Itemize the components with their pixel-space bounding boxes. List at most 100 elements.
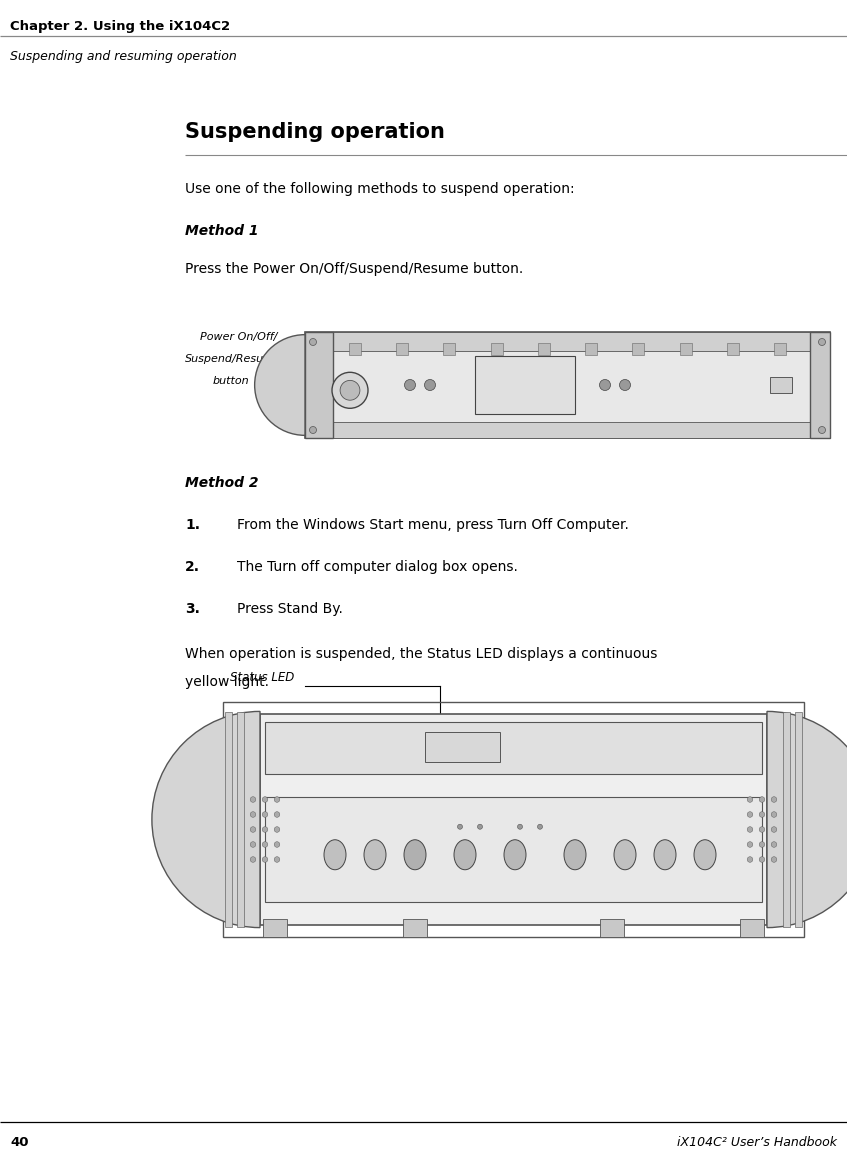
Wedge shape — [255, 335, 305, 435]
Circle shape — [747, 826, 753, 832]
Circle shape — [759, 856, 765, 862]
Text: Use one of the following methods to suspend operation:: Use one of the following methods to susp… — [185, 182, 574, 196]
Circle shape — [263, 826, 268, 832]
Text: Press Stand By.: Press Stand By. — [237, 602, 343, 616]
Text: The Turn off computer dialog box opens.: The Turn off computer dialog box opens. — [237, 560, 518, 574]
Circle shape — [478, 824, 483, 830]
Circle shape — [263, 856, 268, 862]
Bar — [305, 332, 333, 439]
Circle shape — [263, 841, 268, 847]
Text: iX104C² User’s Handbook: iX104C² User’s Handbook — [677, 1136, 837, 1149]
Bar — [475, 355, 575, 414]
Bar — [305, 422, 830, 439]
Bar — [600, 919, 624, 937]
Circle shape — [250, 811, 256, 817]
Circle shape — [309, 427, 317, 434]
Text: Power On/Off/: Power On/Off/ — [200, 332, 277, 342]
Circle shape — [250, 796, 256, 802]
Bar — [444, 343, 456, 355]
Text: Suspend/Resume: Suspend/Resume — [185, 354, 282, 364]
Circle shape — [405, 380, 416, 390]
Bar — [237, 712, 244, 927]
Bar — [349, 343, 361, 355]
Bar — [263, 919, 287, 937]
Ellipse shape — [404, 840, 426, 870]
Circle shape — [274, 811, 280, 817]
Ellipse shape — [614, 840, 636, 870]
Circle shape — [274, 796, 280, 802]
Circle shape — [747, 796, 753, 802]
Circle shape — [424, 380, 435, 390]
Bar — [305, 332, 830, 439]
Circle shape — [772, 811, 777, 817]
Circle shape — [457, 824, 462, 830]
Circle shape — [250, 841, 256, 847]
Text: Suspending operation: Suspending operation — [185, 122, 445, 142]
Bar — [538, 343, 550, 355]
Bar — [490, 343, 502, 355]
Bar — [425, 732, 500, 762]
Bar — [633, 343, 645, 355]
Circle shape — [772, 796, 777, 802]
Text: Chapter 2. Using the iX104C2: Chapter 2. Using the iX104C2 — [10, 20, 230, 33]
Bar — [795, 712, 802, 927]
Text: Status LED: Status LED — [230, 670, 294, 684]
Text: Press the Power On/Off/Suspend/Resume button.: Press the Power On/Off/Suspend/Resume bu… — [185, 262, 523, 276]
Ellipse shape — [654, 840, 676, 870]
Bar — [774, 343, 786, 355]
Text: 1.: 1. — [185, 518, 200, 532]
Circle shape — [274, 856, 280, 862]
Circle shape — [263, 796, 268, 802]
Bar — [740, 919, 764, 937]
Circle shape — [772, 826, 777, 832]
Text: Method 2: Method 2 — [185, 475, 258, 490]
Wedge shape — [152, 711, 260, 928]
Text: From the Windows Start menu, press Turn Off Computer.: From the Windows Start menu, press Turn … — [237, 518, 628, 532]
Text: Suspending and resuming operation: Suspending and resuming operation — [10, 50, 237, 63]
Text: 2.: 2. — [185, 560, 200, 574]
Circle shape — [759, 841, 765, 847]
Circle shape — [759, 796, 765, 802]
Circle shape — [340, 381, 360, 400]
Ellipse shape — [364, 840, 386, 870]
Wedge shape — [767, 711, 847, 928]
Circle shape — [818, 338, 826, 345]
Ellipse shape — [694, 840, 716, 870]
Bar — [783, 712, 790, 927]
Circle shape — [263, 811, 268, 817]
Ellipse shape — [504, 840, 526, 870]
Bar — [260, 714, 767, 926]
Circle shape — [250, 826, 256, 832]
Text: button: button — [213, 376, 250, 385]
Bar — [403, 919, 427, 937]
Circle shape — [332, 373, 368, 409]
Bar — [770, 377, 792, 394]
Bar — [727, 343, 739, 355]
Text: Method 1: Method 1 — [185, 224, 258, 238]
Bar — [225, 712, 232, 927]
Bar — [265, 722, 762, 774]
Bar — [396, 343, 408, 355]
Bar — [305, 332, 830, 351]
Circle shape — [759, 826, 765, 832]
Circle shape — [274, 826, 280, 832]
Bar — [585, 343, 597, 355]
Circle shape — [759, 811, 765, 817]
Circle shape — [250, 856, 256, 862]
Circle shape — [818, 427, 826, 434]
Ellipse shape — [454, 840, 476, 870]
Text: 40: 40 — [10, 1136, 29, 1149]
Circle shape — [772, 841, 777, 847]
Bar — [810, 332, 830, 439]
Bar — [679, 343, 691, 355]
Ellipse shape — [564, 840, 586, 870]
Circle shape — [600, 380, 611, 390]
Circle shape — [619, 380, 630, 390]
Circle shape — [309, 338, 317, 345]
Text: yellow light.: yellow light. — [185, 675, 269, 689]
Ellipse shape — [324, 840, 346, 870]
Circle shape — [772, 856, 777, 862]
Text: 3.: 3. — [185, 602, 200, 616]
Circle shape — [518, 824, 523, 830]
Circle shape — [747, 811, 753, 817]
